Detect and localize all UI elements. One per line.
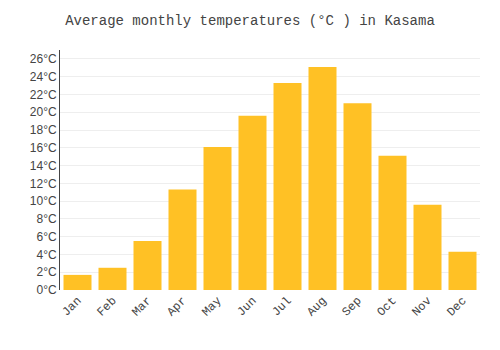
svg-text:14°C: 14°C — [30, 159, 57, 173]
svg-text:Jul: Jul — [269, 294, 294, 319]
svg-text:16°C: 16°C — [30, 141, 57, 155]
svg-text:0°C: 0°C — [36, 283, 56, 297]
svg-text:Jun: Jun — [234, 294, 259, 319]
svg-text:12°C: 12°C — [30, 177, 57, 191]
svg-text:Sep: Sep — [339, 294, 364, 319]
svg-text:Oct: Oct — [374, 294, 399, 319]
svg-text:6°C: 6°C — [36, 230, 56, 244]
svg-text:Average monthly temperatures (: Average monthly temperatures (°C ) in Ka… — [65, 13, 435, 29]
svg-text:Feb: Feb — [94, 294, 119, 319]
svg-text:10°C: 10°C — [30, 194, 57, 208]
svg-text:18°C: 18°C — [30, 123, 57, 137]
svg-text:22°C: 22°C — [30, 88, 57, 102]
svg-text:4°C: 4°C — [36, 248, 56, 262]
svg-text:26°C: 26°C — [30, 52, 57, 66]
svg-text:Dec: Dec — [444, 294, 469, 319]
svg-text:20°C: 20°C — [30, 105, 57, 119]
svg-text:Jan: Jan — [59, 294, 84, 319]
svg-text:Mar: Mar — [129, 294, 154, 319]
svg-text:8°C: 8°C — [36, 212, 56, 226]
svg-text:Aug: Aug — [304, 294, 329, 319]
svg-text:May: May — [199, 294, 224, 319]
svg-text:24°C: 24°C — [30, 70, 57, 84]
svg-text:Apr: Apr — [164, 294, 189, 319]
svg-text:Nov: Nov — [409, 294, 434, 319]
svg-text:2°C: 2°C — [36, 265, 56, 279]
